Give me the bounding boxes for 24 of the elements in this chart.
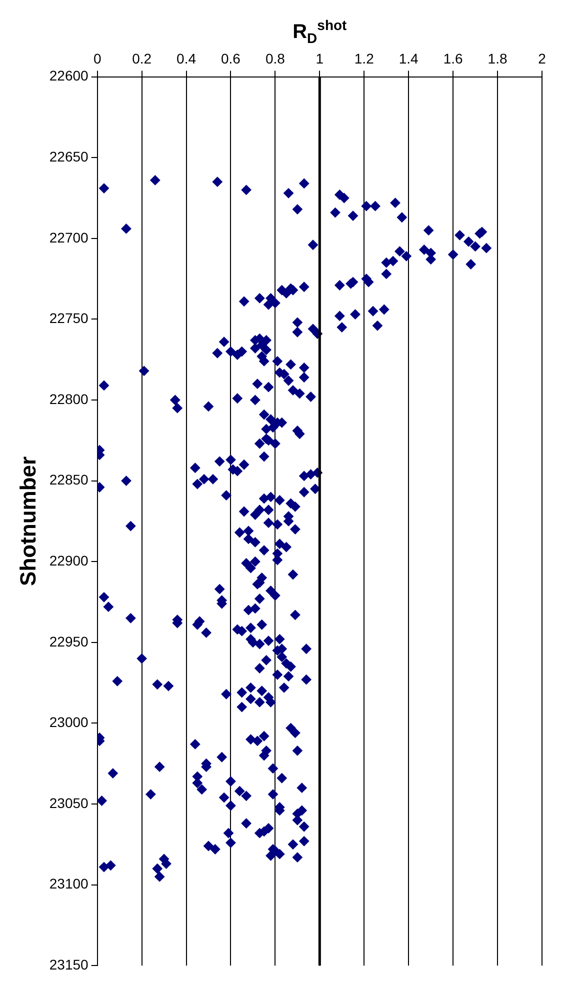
x-tick-label: 0.4 (176, 50, 196, 66)
y-axis-title: Shotnumber (15, 456, 40, 586)
x-tick-label: 0.8 (265, 50, 286, 66)
y-tick-label: 23150 (49, 956, 89, 972)
y-tick-label: 22900 (49, 552, 89, 568)
y-tick-label: 22700 (49, 229, 89, 246)
y-tick-label: 22950 (49, 633, 89, 650)
x-tick-label: 1.4 (398, 50, 419, 66)
y-tick-label: 23000 (49, 714, 89, 730)
x-tick-label: 1.2 (354, 50, 374, 66)
x-tick-label: 0 (93, 50, 102, 66)
x-tick-label: 1.6 (443, 50, 464, 66)
x-tick-label: 1.8 (488, 50, 508, 66)
x-tick-label: 2 (538, 50, 546, 66)
x-tick-label: 0.2 (132, 50, 152, 66)
y-tick-label: 22800 (49, 390, 89, 407)
y-tick-label: 22650 (49, 148, 89, 164)
x-tick-label: 0.6 (220, 50, 241, 66)
y-tick-label: 23050 (49, 794, 89, 811)
y-tick-label: 23100 (49, 876, 89, 892)
y-tick-label: 22600 (49, 68, 89, 84)
y-tick-label: 22850 (49, 472, 89, 488)
x-tick-label: 1 (316, 50, 324, 66)
y-tick-label: 22750 (49, 310, 89, 326)
